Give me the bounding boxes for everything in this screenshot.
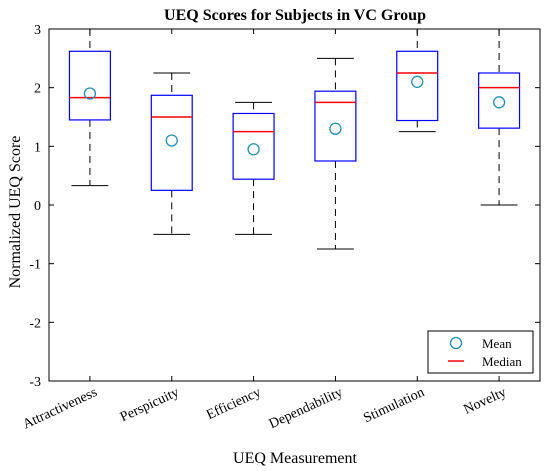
x-tick-label: Attractiveness (21, 385, 100, 432)
legend-label: Mean (482, 336, 512, 351)
legend-label: Median (482, 354, 522, 369)
y-tick-label: 3 (34, 23, 41, 38)
iqr-box (232, 112, 275, 180)
iqr-box (68, 50, 111, 121)
iqr-box (396, 50, 439, 122)
y-tick-label: -2 (29, 316, 41, 331)
x-tick-label: Novelty (462, 385, 509, 418)
x-tick-label: Stimulation (361, 385, 427, 426)
mean-marker (411, 75, 424, 88)
box-group (68, 28, 111, 187)
y-axis-label: Normalized UEQ Score (7, 136, 24, 289)
legend-box (427, 330, 534, 374)
legend: Mean Median (427, 330, 534, 374)
iqr-box (150, 94, 193, 191)
y-tick-label: 0 (34, 199, 41, 214)
y-tick-label: -1 (29, 258, 41, 273)
y-tick-label: 1 (34, 140, 41, 155)
mean-marker (329, 122, 342, 135)
box-group (150, 72, 193, 235)
mean-marker (247, 143, 260, 156)
mean-marker (492, 96, 506, 109)
y-tick-label: -3 (29, 375, 41, 390)
y-tick-label: 2 (34, 82, 41, 97)
box-group (314, 57, 357, 250)
box-group (396, 28, 439, 133)
box-group (232, 101, 275, 235)
x-axis-label: UEQ Measurement (233, 450, 358, 467)
plot-area-frame (48, 28, 541, 382)
legend-mean-marker (449, 336, 463, 350)
iqr-box (314, 90, 357, 162)
mean-marker (83, 87, 97, 100)
x-tick-label: Dependability (267, 385, 345, 432)
x-tick-label: Efficiency (204, 385, 263, 423)
x-tick-label: Perspicuity (118, 385, 181, 425)
iqr-box (478, 72, 521, 129)
mean-marker (165, 134, 178, 147)
chart-title: UEQ Scores for Subjects in VC Group (164, 7, 426, 24)
box-group (478, 28, 521, 206)
